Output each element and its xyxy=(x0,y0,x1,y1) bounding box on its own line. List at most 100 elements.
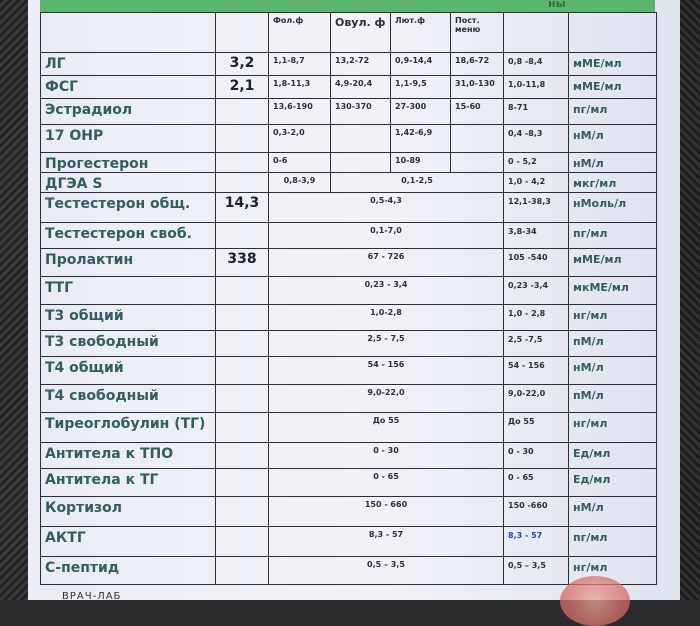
test-result xyxy=(215,152,269,173)
reference-range: 54 - 156 xyxy=(268,356,504,385)
phase-reference-range: 15-60 xyxy=(450,98,504,125)
phase-reference-range xyxy=(450,124,504,153)
phase-reference-range: 1,1-9,5 xyxy=(390,75,451,99)
unit: пг/мл xyxy=(568,526,657,557)
table-row: Т3 общий 1,0-2,8 1,0 - 2,8 нг/мл xyxy=(40,304,657,331)
male-reference-range: 8,3 - 57 xyxy=(503,526,569,557)
phase-reference-range: 18,6-72 xyxy=(450,52,504,76)
test-result xyxy=(215,468,269,497)
table-row: ФСГ 2,1 1,8-11,3 4,9-20,4 1,1-9,5 31,0-130 1,0… xyxy=(40,75,657,99)
test-name: ФСГ xyxy=(40,75,216,99)
unit: пМ/л xyxy=(568,330,657,357)
phase-reference-range: 0,3-2,0 xyxy=(268,124,331,153)
table-row: 17 ОНР 0,3-2,0 1,42-6,9 0,4 -8,3 нМ/л xyxy=(40,124,657,153)
test-result xyxy=(215,526,269,557)
male-reference-range: 0 - 30 xyxy=(503,442,569,469)
male-reference-range: 0,8 -8,4 xyxy=(503,52,569,76)
unit: нг/мл xyxy=(568,304,657,331)
header-cell xyxy=(40,12,216,53)
reference-range: 0,5-4,3 xyxy=(268,192,504,223)
test-name: Прогестерон xyxy=(40,152,216,173)
reference-range: 0 - 30 xyxy=(268,442,504,469)
test-result: 338 xyxy=(215,248,269,277)
table-row: Т4 общий 54 - 156 54 - 156 нМ/л xyxy=(40,356,657,385)
reference-range: 67 - 726 xyxy=(268,248,504,277)
phase-header: Фол.ф xyxy=(268,12,331,53)
phase-reference-range: 31,0-130 xyxy=(450,75,504,99)
phase-header: Овул. ф xyxy=(330,12,391,53)
male-reference-range: 8-71 xyxy=(503,98,569,125)
unit: Ед/мл xyxy=(568,442,657,469)
male-reference-range: 54 - 156 xyxy=(503,356,569,385)
male-reference-range: 105 -540 xyxy=(503,248,569,277)
test-result xyxy=(215,356,269,385)
male-reference-range: 1,0 - 2,8 xyxy=(503,304,569,331)
test-name: Т3 свободный xyxy=(40,330,216,357)
test-name: Тестестерон своб. xyxy=(40,222,216,249)
unit: мкМЕ/мл xyxy=(568,276,657,305)
unit: нМ/л xyxy=(568,356,657,385)
male-reference-range: 0,23 -3,4 xyxy=(503,276,569,305)
table-row: Эстрадиол 13,6-190 130-370 27-300 15-60 8-71 п… xyxy=(40,98,657,125)
table-row: Антитела к ТПО 0 - 30 0 - 30 Ед/мл xyxy=(40,442,657,469)
test-result xyxy=(215,384,269,413)
header-cell xyxy=(568,12,657,53)
test-name: АКТГ xyxy=(40,526,216,557)
phase-header: Пост. меню xyxy=(450,12,504,53)
unit: нг/мл xyxy=(568,412,657,443)
table-row: Т3 свободный 2,5 - 7,5 2,5 -7,5 пМ/л xyxy=(40,330,657,357)
male-reference-range: 3,8-34 xyxy=(503,222,569,249)
test-result: 14,3 xyxy=(215,192,269,223)
test-result: 3,2 xyxy=(215,52,269,76)
seal-stamp xyxy=(560,576,630,626)
test-name: Антитела к ТГ xyxy=(40,468,216,497)
phase-reference-range: 10-89 xyxy=(390,152,451,173)
reference-range: 0,1-2,5 xyxy=(330,172,504,193)
unit: пМ/л xyxy=(568,384,657,413)
phase-reference-range: 130-370 xyxy=(330,98,391,125)
test-name: ДГЭА S xyxy=(40,172,216,193)
test-name: Антитела к ТПО xyxy=(40,442,216,469)
test-name: ТТГ xyxy=(40,276,216,305)
reference-range: 0 - 65 xyxy=(268,468,504,497)
table-row: Т4 свободный 9,0-22,0 9,0-22,0 пМ/л xyxy=(40,384,657,413)
table-row: ЛГ 3,2 1,1-8,7 13,2-72 0,9-14,4 18,6-72 0,8 -8… xyxy=(40,52,657,76)
header-row: Фол.ф Овул. ф Лют.ф Пост. меню xyxy=(40,12,657,53)
male-reference-range: 1,0 - 4,2 xyxy=(503,172,569,193)
male-reference-range: 0 - 65 xyxy=(503,468,569,497)
unit: мМЕ/мл xyxy=(568,248,657,277)
table-row: Пролактин 338 67 - 726 105 -540 мМЕ/мл xyxy=(40,248,657,277)
male-reference-range: До 55 xyxy=(503,412,569,443)
male-reference-range: 0,4 -8,3 xyxy=(503,124,569,153)
phase-reference-range: 1,42-6,9 xyxy=(390,124,451,153)
unit: пг/мл xyxy=(568,98,657,125)
reference-range: 0,8-3,9 xyxy=(268,172,331,193)
unit: нМ/л xyxy=(568,124,657,153)
unit: пг/мл xyxy=(568,222,657,249)
table-header-bar: ны xyxy=(40,0,655,12)
background-fabric xyxy=(678,0,700,600)
unit: мМЕ/мл xyxy=(568,75,657,99)
test-result: 2,1 xyxy=(215,75,269,99)
phase-reference-range: 4,9-20,4 xyxy=(330,75,391,99)
reference-range: До 55 xyxy=(268,412,504,443)
phase-reference-range: 1,1-8,7 xyxy=(268,52,331,76)
unit: мкг/мл xyxy=(568,172,657,193)
male-reference-range: 150 -660 xyxy=(503,496,569,527)
table-row: ТТГ 0,23 - 3,4 0,23 -3,4 мкМЕ/мл xyxy=(40,276,657,305)
reference-range: 0,1-7,0 xyxy=(268,222,504,249)
reference-range: 9,0-22,0 xyxy=(268,384,504,413)
unit: Ед/мл xyxy=(568,468,657,497)
reference-range: 150 - 660 xyxy=(268,496,504,527)
test-result xyxy=(215,98,269,125)
test-result xyxy=(215,222,269,249)
test-result xyxy=(215,304,269,331)
male-reference-range: 0 - 5,2 xyxy=(503,152,569,173)
male-reference-range: 1,0-11,8 xyxy=(503,75,569,99)
test-name: Т4 свободный xyxy=(40,384,216,413)
phase-reference-range xyxy=(330,152,391,173)
phase-reference-range: 0,9-14,4 xyxy=(390,52,451,76)
test-name: Пролактин xyxy=(40,248,216,277)
test-name: ЛГ xyxy=(40,52,216,76)
test-result xyxy=(215,412,269,443)
